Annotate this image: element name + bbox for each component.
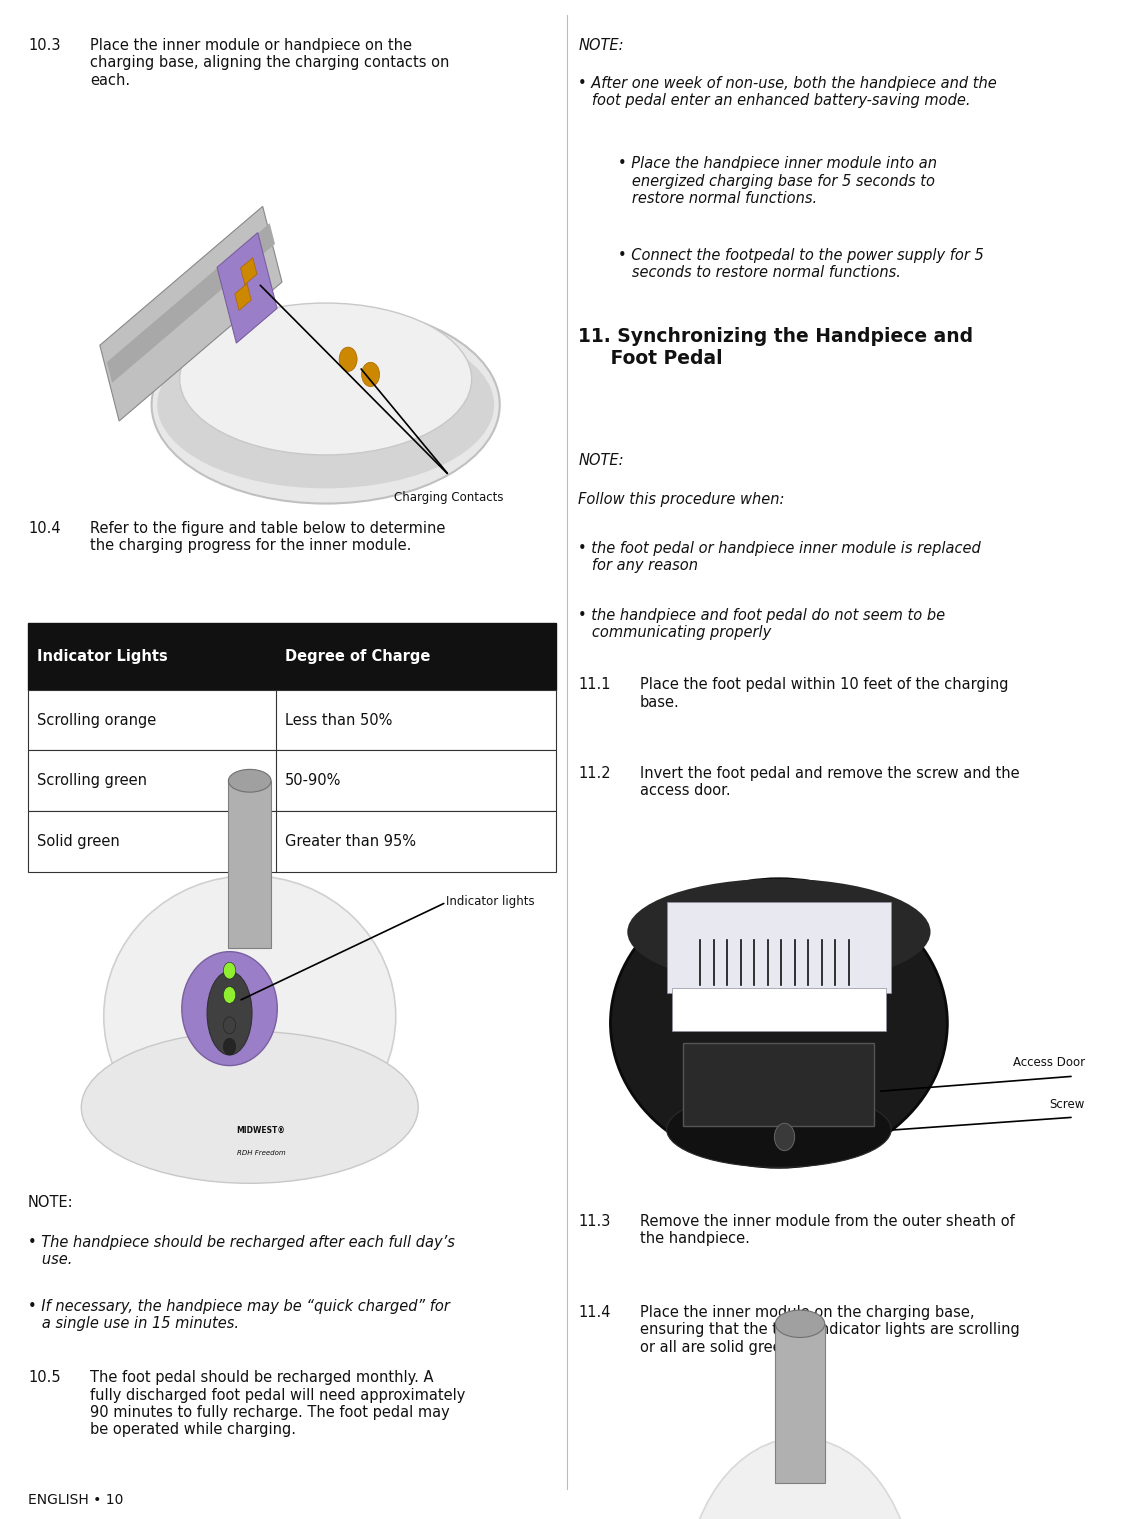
Text: Charging Contacts: Charging Contacts xyxy=(394,491,504,504)
Text: MIDWEST®: MIDWEST® xyxy=(237,1126,285,1135)
Text: Solid green: Solid green xyxy=(37,834,120,849)
Text: 11.4: 11.4 xyxy=(578,1305,611,1320)
Bar xyxy=(667,902,892,993)
Text: Less than 50%: Less than 50% xyxy=(285,712,393,728)
Ellipse shape xyxy=(775,1309,824,1338)
Ellipse shape xyxy=(611,878,948,1168)
Polygon shape xyxy=(100,207,282,421)
Bar xyxy=(28,690,556,750)
Text: Indicator Lights: Indicator Lights xyxy=(37,649,167,664)
Circle shape xyxy=(775,1124,795,1151)
Text: • Place the handpiece inner module into an
   energized charging base for 5 seco: • Place the handpiece inner module into … xyxy=(618,156,937,207)
Ellipse shape xyxy=(207,972,252,1054)
Bar xyxy=(28,623,556,690)
Bar xyxy=(228,781,271,948)
Text: Screw: Screw xyxy=(1050,1098,1085,1112)
Text: NOTE:: NOTE: xyxy=(578,38,624,53)
Ellipse shape xyxy=(667,1091,892,1168)
Ellipse shape xyxy=(152,307,500,504)
Bar xyxy=(684,1044,875,1127)
Text: 11.2: 11.2 xyxy=(578,766,611,781)
Ellipse shape xyxy=(157,322,494,489)
Text: • The handpiece should be recharged after each full day’s
   use.: • The handpiece should be recharged afte… xyxy=(28,1235,455,1267)
Bar xyxy=(673,989,886,1031)
Text: 11.3: 11.3 xyxy=(578,1214,611,1229)
Circle shape xyxy=(362,363,380,387)
Polygon shape xyxy=(107,223,275,383)
Text: Indicator lights: Indicator lights xyxy=(446,895,535,908)
Bar xyxy=(775,1325,824,1483)
Circle shape xyxy=(223,1039,236,1054)
Polygon shape xyxy=(217,232,277,343)
Text: NOTE:: NOTE: xyxy=(578,453,624,468)
Text: Follow this procedure when:: Follow this procedure when: xyxy=(578,492,785,507)
Text: Place the inner module or handpiece on the
charging base, aligning the charging : Place the inner module or handpiece on t… xyxy=(90,38,449,88)
Bar xyxy=(28,811,556,872)
Text: The foot pedal should be recharged monthly. A
fully discharged foot pedal will n: The foot pedal should be recharged month… xyxy=(90,1370,465,1437)
Text: Greater than 95%: Greater than 95% xyxy=(285,834,417,849)
Text: • the handpiece and foot pedal do not seem to be
   communicating properly: • the handpiece and foot pedal do not se… xyxy=(578,608,946,639)
Text: Access Door: Access Door xyxy=(1013,1056,1085,1069)
Circle shape xyxy=(223,986,236,1003)
Text: MIDWEST®
RDH
Freedom: MIDWEST® RDH Freedom xyxy=(784,1391,816,1408)
Text: 10.4: 10.4 xyxy=(28,521,61,536)
Ellipse shape xyxy=(182,951,277,1065)
Text: • the foot pedal or handpiece inner module is replaced
   for any reason: • the foot pedal or handpiece inner modu… xyxy=(578,541,982,573)
Text: Place the foot pedal within 10 feet of the charging
base.: Place the foot pedal within 10 feet of t… xyxy=(640,677,1008,709)
Text: • If necessary, the handpiece may be “quick charged” for
   a single use in 15 m: • If necessary, the handpiece may be “qu… xyxy=(28,1299,450,1331)
Circle shape xyxy=(223,1018,236,1033)
Text: 10.5: 10.5 xyxy=(28,1370,61,1385)
Text: 10.3: 10.3 xyxy=(28,38,61,53)
Bar xyxy=(28,235,556,498)
Text: Degree of Charge: Degree of Charge xyxy=(285,649,430,664)
Bar xyxy=(28,750,556,811)
Polygon shape xyxy=(235,284,252,310)
Ellipse shape xyxy=(81,1031,418,1183)
Text: ENGLISH • 10: ENGLISH • 10 xyxy=(28,1493,124,1507)
Polygon shape xyxy=(240,258,257,284)
Ellipse shape xyxy=(628,878,931,986)
Text: • After one week of non-use, both the handpiece and the
   foot pedal enter an e: • After one week of non-use, both the ha… xyxy=(578,76,997,108)
Ellipse shape xyxy=(103,875,395,1157)
Ellipse shape xyxy=(685,1438,915,1519)
Text: Refer to the figure and table below to determine
the charging progress for the i: Refer to the figure and table below to d… xyxy=(90,521,445,553)
Text: Remove the inner module from the outer sheath of
the handpiece.: Remove the inner module from the outer s… xyxy=(640,1214,1015,1246)
Text: Invert the foot pedal and remove the screw and the
access door.: Invert the foot pedal and remove the scr… xyxy=(640,766,1020,797)
Circle shape xyxy=(339,348,357,372)
Text: X  □  ⚠: X □ ⚠ xyxy=(690,1006,715,1010)
Text: Scrolling green: Scrolling green xyxy=(37,773,147,788)
Text: RDH Freedom: RDH Freedom xyxy=(237,1150,285,1156)
Ellipse shape xyxy=(180,304,472,456)
Text: Place the inner module on the charging base,
ensuring that the three indicator l: Place the inner module on the charging b… xyxy=(640,1305,1020,1355)
Text: Scrolling orange: Scrolling orange xyxy=(37,712,156,728)
Text: NOTE:: NOTE: xyxy=(28,1195,74,1211)
Text: 11.1: 11.1 xyxy=(578,677,611,693)
Text: 50-90%: 50-90% xyxy=(285,773,341,788)
Ellipse shape xyxy=(228,769,271,793)
Text: • Connect the footpedal to the power supply for 5
   seconds to restore normal f: • Connect the footpedal to the power sup… xyxy=(618,248,984,279)
Text: 11. Synchronizing the Handpiece and
     Foot Pedal: 11. Synchronizing the Handpiece and Foot… xyxy=(578,327,974,368)
Circle shape xyxy=(223,963,236,978)
